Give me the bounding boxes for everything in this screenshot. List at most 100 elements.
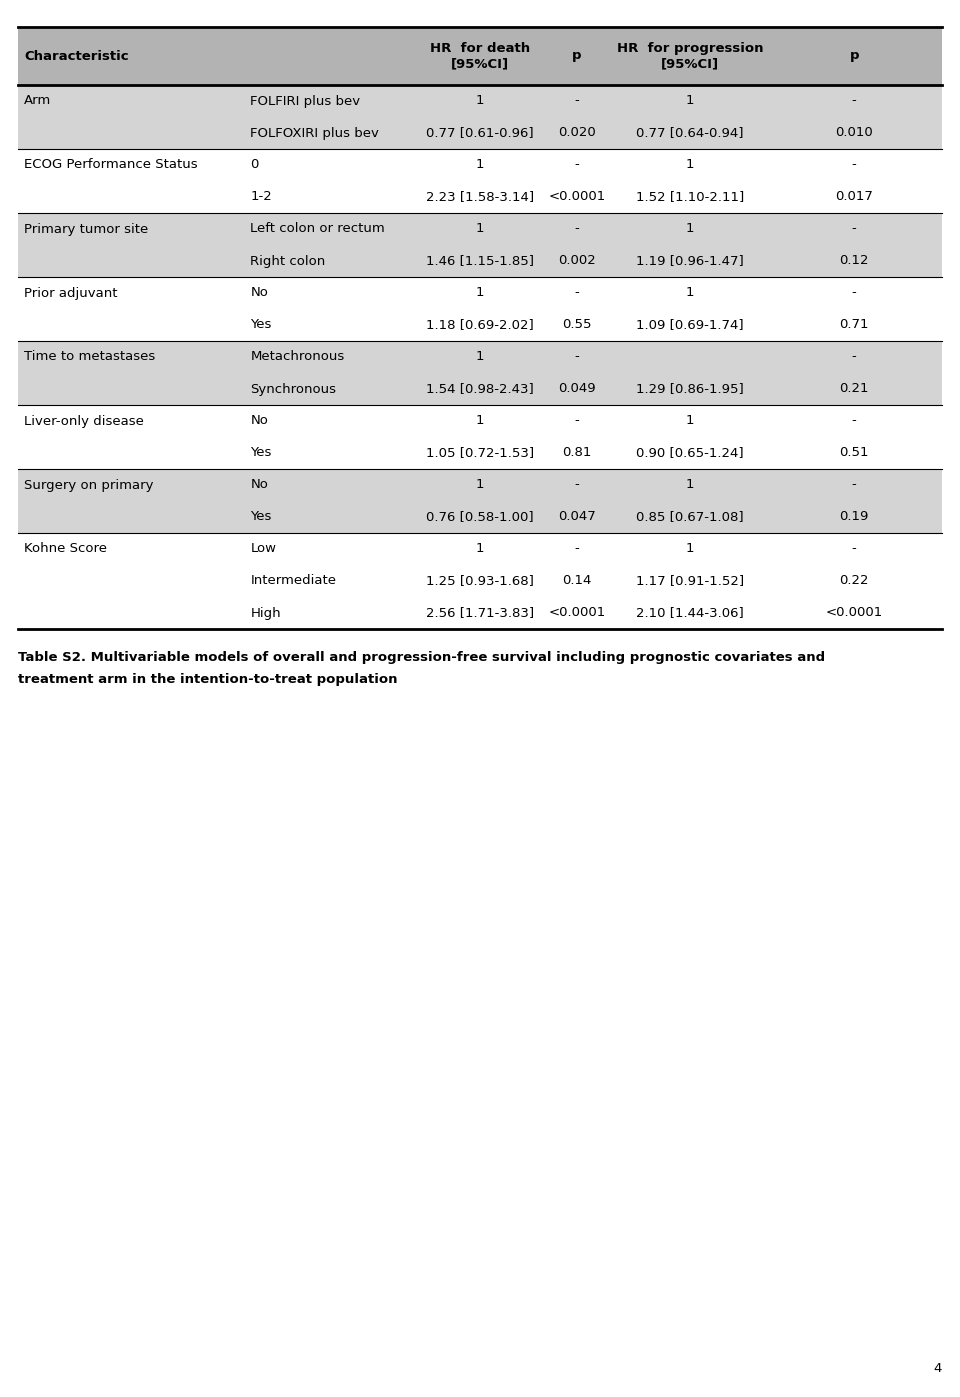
Bar <box>18 27 942 85</box>
Text: 0.85 [0.67-1.08]: 0.85 [0.67-1.08] <box>636 510 744 524</box>
Text: 0.77 [0.64-0.94]: 0.77 [0.64-0.94] <box>636 127 744 140</box>
Text: p: p <box>850 49 859 63</box>
Bar <box>18 309 942 341</box>
Text: 4: 4 <box>934 1362 942 1376</box>
Text: 0.22: 0.22 <box>839 574 869 588</box>
Text: Right colon: Right colon <box>251 254 325 267</box>
Text: 0.81: 0.81 <box>563 447 591 460</box>
Bar <box>18 149 942 182</box>
Text: 1: 1 <box>476 415 484 427</box>
Text: 0.017: 0.017 <box>835 190 874 204</box>
Text: 0.51: 0.51 <box>839 447 869 460</box>
Text: 0.010: 0.010 <box>835 127 873 140</box>
Text: Intermediate: Intermediate <box>251 574 336 588</box>
Text: 1: 1 <box>686 222 694 236</box>
Text: 0.21: 0.21 <box>839 383 869 395</box>
Bar <box>18 85 942 117</box>
Bar <box>18 469 942 502</box>
Text: 1: 1 <box>476 286 484 299</box>
Text: -: - <box>852 222 856 236</box>
Text: -: - <box>575 222 580 236</box>
Text: 2.23 [1.58-3.14]: 2.23 [1.58-3.14] <box>426 190 534 204</box>
Text: Yes: Yes <box>251 319 272 331</box>
Bar <box>18 597 942 629</box>
Text: No: No <box>251 479 268 492</box>
Text: 1-2: 1-2 <box>251 190 272 204</box>
Text: 1: 1 <box>476 542 484 556</box>
Text: -: - <box>852 542 856 556</box>
Text: 1: 1 <box>476 158 484 172</box>
Text: 1.05 [0.72-1.53]: 1.05 [0.72-1.53] <box>426 447 534 460</box>
Text: 1.09 [0.69-1.74]: 1.09 [0.69-1.74] <box>636 319 744 331</box>
Text: <0.0001: <0.0001 <box>548 606 606 619</box>
Text: -: - <box>575 542 580 556</box>
Text: -: - <box>852 286 856 299</box>
Text: 1.17 [0.91-1.52]: 1.17 [0.91-1.52] <box>636 574 744 588</box>
Text: -: - <box>852 479 856 492</box>
Text: -: - <box>575 351 580 363</box>
Text: Time to metastases: Time to metastases <box>24 351 156 363</box>
Text: Primary tumor site: Primary tumor site <box>24 222 148 236</box>
Text: 1: 1 <box>686 158 694 172</box>
Text: 1: 1 <box>686 415 694 427</box>
Text: 1: 1 <box>476 479 484 492</box>
Bar <box>18 244 942 277</box>
Text: HR  for progression
[95%CI]: HR for progression [95%CI] <box>617 42 763 70</box>
Text: 2.56 [1.71-3.83]: 2.56 [1.71-3.83] <box>426 606 534 619</box>
Text: 0.71: 0.71 <box>839 319 869 331</box>
Text: -: - <box>575 479 580 492</box>
Text: 1: 1 <box>476 222 484 236</box>
Bar <box>18 117 942 149</box>
Text: 0.76 [0.58-1.00]: 0.76 [0.58-1.00] <box>426 510 534 524</box>
Text: 1: 1 <box>476 95 484 108</box>
Text: 0.55: 0.55 <box>563 319 591 331</box>
Text: -: - <box>575 286 580 299</box>
Bar <box>18 341 942 373</box>
Text: Synchronous: Synchronous <box>251 383 336 395</box>
Text: Yes: Yes <box>251 447 272 460</box>
Text: p: p <box>572 49 582 63</box>
Text: 1: 1 <box>686 542 694 556</box>
Bar <box>18 534 942 564</box>
Bar <box>18 437 942 469</box>
Text: 1.29 [0.86-1.95]: 1.29 [0.86-1.95] <box>636 383 744 395</box>
Text: 1: 1 <box>686 286 694 299</box>
Text: HR  for death
[95%CI]: HR for death [95%CI] <box>430 42 530 70</box>
Text: 0: 0 <box>251 158 259 172</box>
Text: -: - <box>852 95 856 108</box>
Text: 0.14: 0.14 <box>563 574 591 588</box>
Text: treatment arm in the intention-to-treat population: treatment arm in the intention-to-treat … <box>18 673 397 686</box>
Text: -: - <box>575 158 580 172</box>
Text: 0.020: 0.020 <box>558 127 596 140</box>
Text: 0.77 [0.61-0.96]: 0.77 [0.61-0.96] <box>426 127 534 140</box>
Text: 1.19 [0.96-1.47]: 1.19 [0.96-1.47] <box>636 254 744 267</box>
Text: Characteristic: Characteristic <box>24 49 129 63</box>
Text: Left colon or rectum: Left colon or rectum <box>251 222 385 236</box>
Text: 0.002: 0.002 <box>558 254 596 267</box>
Text: 1.52 [1.10-2.11]: 1.52 [1.10-2.11] <box>636 190 744 204</box>
Text: 1.54 [0.98-2.43]: 1.54 [0.98-2.43] <box>426 383 534 395</box>
Text: Low: Low <box>251 542 276 556</box>
Text: Yes: Yes <box>251 510 272 524</box>
Text: 0.90 [0.65-1.24]: 0.90 [0.65-1.24] <box>636 447 744 460</box>
Text: Table S2. Multivariable models of overall and progression-free survival includin: Table S2. Multivariable models of overal… <box>18 651 826 664</box>
Text: -: - <box>852 415 856 427</box>
Text: 0.047: 0.047 <box>558 510 596 524</box>
Text: Surgery on primary: Surgery on primary <box>24 479 154 492</box>
Bar <box>18 373 942 405</box>
Text: <0.0001: <0.0001 <box>548 190 606 204</box>
Text: High: High <box>251 606 281 619</box>
Text: 1.18 [0.69-2.02]: 1.18 [0.69-2.02] <box>426 319 534 331</box>
Text: -: - <box>852 351 856 363</box>
Text: ECOG Performance Status: ECOG Performance Status <box>24 158 198 172</box>
Text: Liver-only disease: Liver-only disease <box>24 415 144 427</box>
Bar <box>18 502 942 534</box>
Text: FOLFOXIRI plus bev: FOLFOXIRI plus bev <box>251 127 379 140</box>
Text: Arm: Arm <box>24 95 51 108</box>
Text: 1: 1 <box>686 95 694 108</box>
Text: Metachronous: Metachronous <box>251 351 345 363</box>
Text: -: - <box>575 415 580 427</box>
Text: 0.12: 0.12 <box>839 254 869 267</box>
Text: 1.46 [1.15-1.85]: 1.46 [1.15-1.85] <box>426 254 534 267</box>
Text: 0.19: 0.19 <box>840 510 869 524</box>
